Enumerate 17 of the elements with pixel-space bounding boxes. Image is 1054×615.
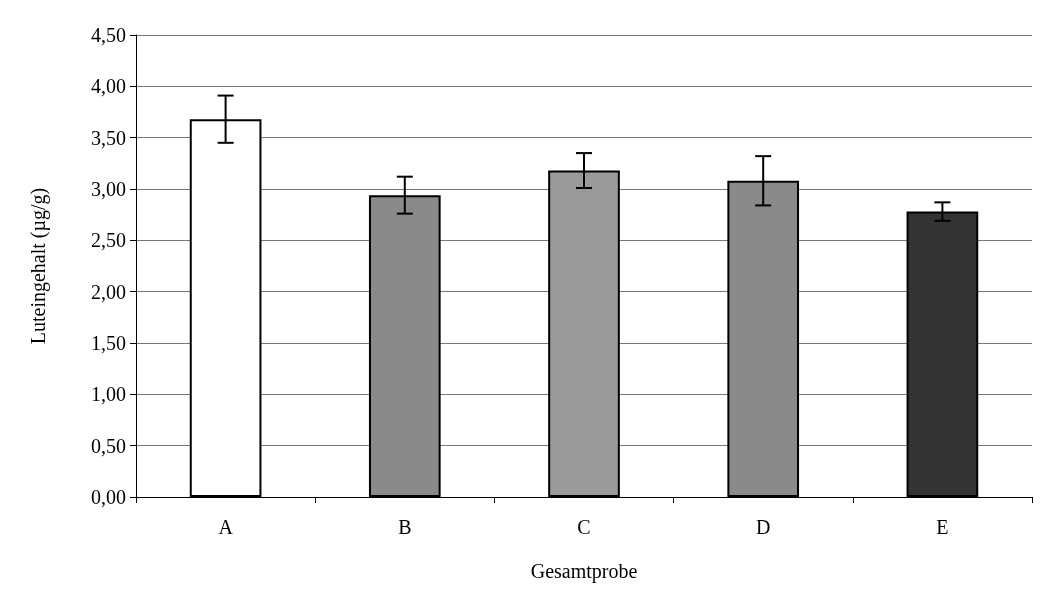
- y-tick-label: 1,50: [91, 332, 126, 354]
- y-tick-label: 4,50: [91, 24, 126, 46]
- y-tick-label: 0,50: [91, 434, 126, 457]
- x-tick-label: B: [398, 516, 412, 538]
- y-tick-label: 0,00: [91, 486, 126, 508]
- y-tick-label: 4,00: [91, 75, 126, 98]
- y-axis-title: Luteingehalt (µg/g): [27, 187, 50, 345]
- x-axis-title: Gesamtprobe: [530, 560, 638, 583]
- y-tick-label: 3,50: [91, 126, 126, 149]
- y-tick-label: 3,00: [91, 178, 126, 200]
- y-tick-label: 1,00: [91, 383, 126, 406]
- y-tick-label: 2,50: [91, 229, 126, 252]
- x-tick-label: D: [755, 516, 771, 538]
- x-tick-label: C: [577, 516, 591, 538]
- y-tick-label: 2,00: [91, 280, 126, 303]
- x-tick-label: A: [218, 516, 234, 538]
- x-tick-label: E: [936, 516, 949, 538]
